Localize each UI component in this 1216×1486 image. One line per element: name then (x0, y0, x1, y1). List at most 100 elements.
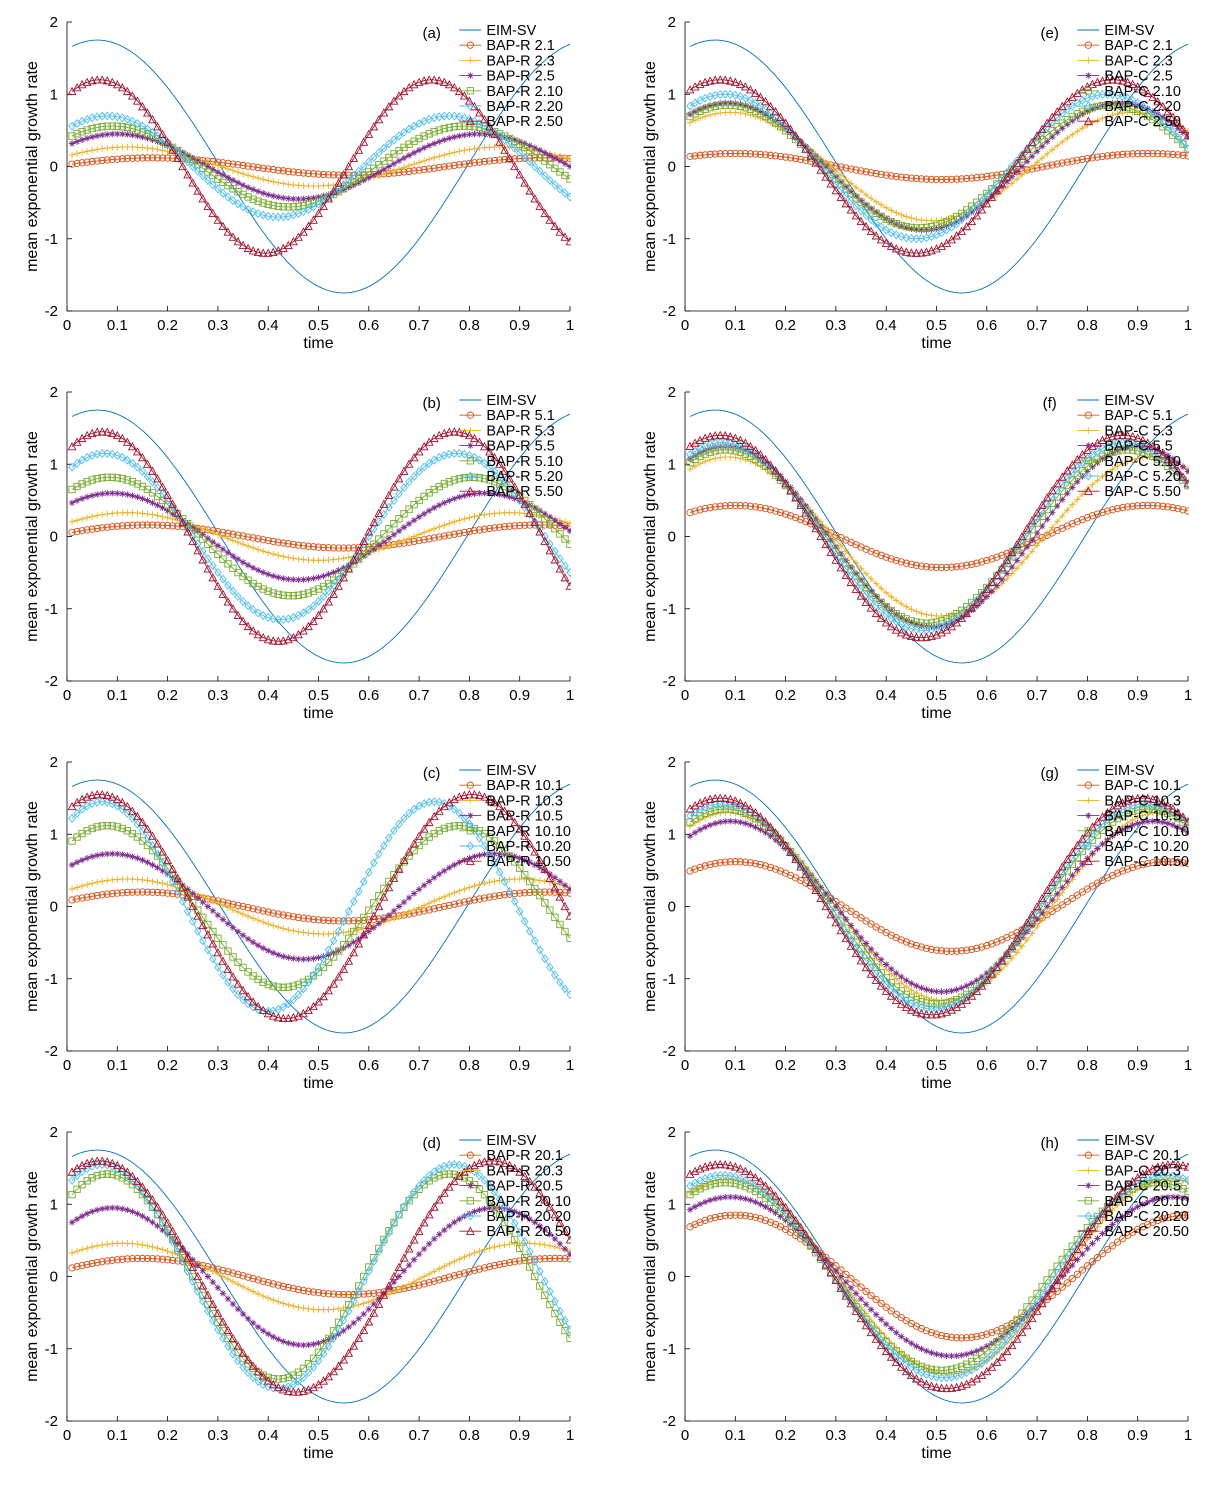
data-marker (781, 153, 790, 161)
data-marker (99, 878, 106, 885)
data-marker (857, 206, 865, 216)
data-marker (1032, 508, 1042, 517)
data-marker (520, 499, 530, 508)
data-marker (349, 947, 359, 957)
data-marker (1174, 1212, 1182, 1220)
data-marker (370, 1256, 378, 1266)
data-marker (102, 427, 112, 436)
data-marker (1028, 153, 1036, 160)
data-marker (88, 476, 96, 484)
data-marker (265, 947, 272, 954)
data-marker (906, 248, 916, 257)
data-marker (978, 558, 986, 566)
data-marker (1054, 890, 1061, 897)
data-marker (510, 1163, 520, 1173)
data-marker (134, 132, 141, 140)
data-marker (872, 1295, 880, 1304)
data-marker (324, 1341, 333, 1351)
data-marker (270, 550, 277, 558)
data-marker (465, 450, 474, 460)
data-marker (978, 173, 986, 181)
data-marker (304, 205, 313, 214)
data-marker (928, 987, 935, 995)
data-marker (430, 874, 438, 881)
data-marker (908, 225, 915, 232)
data-marker (244, 935, 252, 943)
data-marker (410, 501, 418, 509)
data-marker (439, 77, 449, 86)
data-marker (1088, 836, 1097, 844)
data-marker (972, 211, 982, 220)
data-marker (1088, 103, 1097, 112)
data-marker (104, 1204, 111, 1212)
data-marker (445, 823, 453, 831)
x-tick-label: 1 (1184, 1057, 1192, 1074)
data-marker (415, 1275, 423, 1283)
data-marker (912, 174, 921, 183)
data-marker (817, 884, 825, 891)
data-marker (223, 597, 233, 606)
data-marker (711, 455, 719, 462)
data-marker (289, 203, 297, 211)
data-marker (385, 169, 393, 176)
data-marker (405, 1197, 413, 1205)
data-marker (731, 90, 740, 100)
y-tick-label: 0 (668, 159, 676, 176)
data-marker (450, 822, 458, 830)
data-marker (455, 899, 463, 907)
data-marker (219, 1290, 227, 1297)
data-marker (686, 811, 694, 821)
data-marker (83, 126, 91, 134)
data-marker (335, 555, 342, 563)
data-marker (441, 1226, 448, 1234)
data-marker (1007, 547, 1017, 556)
data-marker (1128, 79, 1138, 88)
data-marker (213, 947, 223, 957)
data-marker (973, 1347, 980, 1355)
data-marker (1012, 158, 1022, 167)
data-marker (1067, 92, 1077, 101)
data-marker (450, 448, 459, 458)
series-line (71, 492, 571, 581)
data-marker (113, 1256, 121, 1264)
data-marker (832, 903, 840, 910)
data-marker (253, 1366, 263, 1376)
data-marker (551, 1235, 559, 1243)
data-marker (440, 480, 448, 488)
data-marker (988, 577, 996, 587)
data-marker (93, 891, 101, 900)
data-marker (138, 888, 147, 896)
data-marker (319, 954, 328, 964)
data-marker (164, 507, 171, 514)
data-marker (409, 839, 419, 848)
data-marker (480, 1157, 489, 1166)
data-marker (265, 1330, 272, 1338)
data-marker (806, 151, 816, 160)
data-marker (1148, 794, 1158, 803)
data-marker (1123, 438, 1132, 448)
data-marker (1089, 481, 1096, 488)
data-marker (872, 951, 880, 958)
data-marker (897, 221, 905, 230)
data-marker (1159, 114, 1167, 121)
data-marker (103, 890, 111, 898)
data-marker (1012, 539, 1022, 549)
data-marker (1053, 113, 1062, 123)
data-marker (270, 922, 277, 929)
data-marker (706, 102, 714, 109)
data-marker (310, 194, 317, 202)
data-marker (948, 987, 955, 995)
data-marker (525, 157, 534, 167)
data-marker (234, 179, 242, 186)
data-marker (284, 203, 292, 211)
data-marker (937, 947, 946, 955)
data-marker (861, 597, 871, 606)
data-marker (233, 610, 243, 620)
data-marker (223, 964, 233, 973)
data-marker (721, 858, 729, 866)
data-marker (903, 603, 910, 610)
data-marker (1069, 117, 1076, 124)
data-marker (320, 572, 327, 580)
data-marker (531, 144, 538, 152)
x-tick-label: 0.7 (1027, 687, 1048, 704)
